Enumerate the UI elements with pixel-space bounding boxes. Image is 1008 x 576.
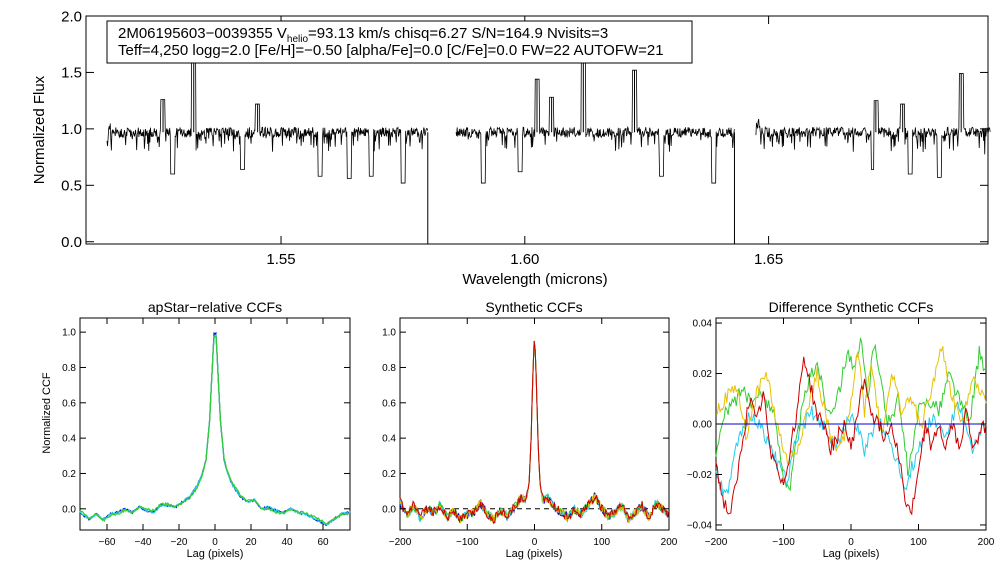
0-y-tick-label: 1.5: [61, 65, 82, 82]
3-y-tick-label: −0.02: [687, 470, 713, 481]
2-y-tick-label: 0.8: [382, 363, 396, 374]
0-x-tick-label: 1.60: [510, 251, 539, 268]
synthetic-ccf-series-4: [399, 340, 669, 524]
synthetic-ccf-frame: [399, 317, 670, 531]
1-y-tick-label: 0.4: [62, 434, 76, 445]
3-x-tick-label: 0: [848, 537, 854, 548]
0-y-tick-label: 0.0: [61, 234, 82, 251]
2-y-tick-label: 0.6: [382, 398, 396, 409]
1-y-tick-label: 0.0: [62, 504, 76, 515]
3-x-tick-label: −200: [705, 537, 728, 548]
spectrum-header-line2: Teff=4,250 logg=2.0 [Fe/H]=−0.50 [alpha/…: [118, 42, 664, 59]
1-x-tick-label: 40: [281, 537, 293, 548]
difference-ccf-x-label: Lag (pixels): [823, 548, 880, 560]
2-x-tick-label: −100: [456, 537, 479, 548]
2-y-tick-label: 0.4: [382, 434, 396, 445]
1-x-tick-label: −60: [99, 537, 116, 548]
2-x-tick-label: −200: [389, 537, 412, 548]
2-y-tick-label: 0.2: [382, 469, 396, 480]
spectrum-header-box: [106, 20, 693, 64]
synthetic-ccf-series-1: [399, 340, 669, 524]
1-x-tick-label: −40: [135, 537, 152, 548]
3-x-tick-label: 200: [978, 537, 995, 548]
spectrum-plot-frame: [85, 15, 989, 245]
apstar-ccf-data-layer: [79, 331, 351, 527]
difference-ccf-title: Difference Synthetic CCFs: [769, 299, 934, 315]
2-x-tick-label: 0: [532, 537, 538, 548]
difference-ccf-data-layer: [715, 337, 987, 516]
header-star-id: 2M06195603−0039355 V: [118, 25, 287, 42]
1-y-tick-label: 0.8: [62, 363, 76, 374]
3-y-tick-label: 0.04: [693, 319, 713, 330]
difference-ccf-series-yellow: [715, 346, 987, 466]
1-y-tick-label: 0.6: [62, 398, 76, 409]
1-x-tick-label: 0: [212, 537, 218, 548]
synthetic-ccf-panel: Synthetic CCFs −200 −100 0 100 200 0.0 0.2 0.4 0…: [382, 299, 678, 560]
header-vhelio-values: =93.13 km/s chisq=6.27 S/N=164.9 Nvisits…: [308, 25, 608, 42]
0-x-tick-label: 1.55: [266, 251, 295, 268]
1-y-tick-label: 1.0: [62, 328, 76, 339]
synthetic-ccf-series-3: [399, 340, 669, 524]
difference-ccf-series-red: [715, 356, 987, 516]
3-y-tick-label: 0.02: [693, 369, 713, 380]
3-y-tick-label: 0.00: [693, 420, 713, 431]
2-x-tick-label: 100: [593, 537, 610, 548]
1-y-tick-label: 0.2: [62, 469, 76, 480]
spectrum-series-observed: [106, 34, 991, 184]
difference-ccf-axes-layer: −200 −100 0 100 200 −0.04 −0.02 0.00 0.02 0.04: [687, 318, 995, 548]
1-x-tick-label: −20: [171, 537, 188, 548]
1-x-tick-label: 60: [317, 537, 329, 548]
0-y-tick-label: 0.5: [61, 178, 82, 195]
1-x-tick-label: 20: [245, 537, 257, 548]
synthetic-ccf-series-2: [399, 340, 669, 524]
apstar-ccf-series-1: [79, 331, 351, 527]
spectrum-x-label: Wavelength (microns): [462, 271, 607, 288]
difference-ccf-panel: Difference Synthetic CCFs −200 −100 0 100 20…: [687, 299, 995, 560]
difference-ccf-series-green: [715, 337, 987, 492]
difference-ccf-series-cyan: [715, 401, 987, 497]
2-y-tick-label: 0.0: [382, 504, 396, 515]
3-x-tick-label: −100: [772, 537, 795, 548]
synthetic-ccf-x-label: Lag (pixels): [506, 548, 563, 560]
3-x-tick-label: 100: [910, 537, 927, 548]
synthetic-ccf-axes-layer: −200 −100 0 100 200 0.0 0.2 0.4 0.6 0.8 1.0: [382, 318, 678, 548]
apstar-ccf-axes-layer: −60 −40 −20 0 20 40 60 0.0 0.2 0.4 0.6 0.8 1.0: [62, 318, 350, 548]
synthetic-ccf-data-layer: [399, 340, 669, 525]
spectrum-axes-layer: 1.55 1.60 1.65 0.0 0.5 1.0 1.5 2.0: [61, 8, 988, 268]
2-x-tick-label: 200: [661, 537, 678, 548]
0-y-tick-label: 2.0: [61, 8, 82, 25]
0-y-tick-label: 1.0: [61, 121, 82, 138]
apstar-ccf-y-label: Normalized CCF: [41, 372, 53, 454]
spectrum-header-line1: 2M06195603−0039355 Vhelio=93.13 km/s chi…: [118, 25, 608, 45]
3-y-tick-label: −0.04: [687, 520, 713, 531]
apstar-ccf-frame: [79, 317, 351, 531]
header-vhelio-subscript: helio: [287, 34, 309, 45]
spectrum-panel: 1.55 1.60 1.65 0.0 0.5 1.0 1.5 2.0 2M06195603−0…: [31, 8, 991, 288]
apstar-ccf-x-label: Lag (pixels): [187, 548, 244, 560]
0-x-tick-label: 1.65: [754, 251, 783, 268]
2-y-tick-label: 1.0: [382, 328, 396, 339]
apstar-ccf-series-2: [79, 333, 351, 526]
spectrum-data-layer: [106, 34, 991, 244]
synthetic-ccf-title: Synthetic CCFs: [485, 299, 582, 315]
apstar-ccf-title: apStar−relative CCFs: [148, 299, 282, 315]
synthetic-ccf-series-5: [399, 340, 669, 525]
apstar-ccf-panel: apStar−relative CCFs −60 −40 −20 0 20 40 60 0.0…: [41, 299, 351, 560]
apstar-ccf-series-3: [79, 335, 351, 525]
spectrum-y-label: Normalized Flux: [31, 75, 48, 184]
